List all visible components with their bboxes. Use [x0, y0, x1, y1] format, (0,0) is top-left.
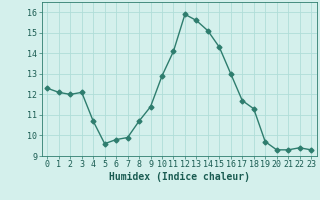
X-axis label: Humidex (Indice chaleur): Humidex (Indice chaleur) — [109, 172, 250, 182]
